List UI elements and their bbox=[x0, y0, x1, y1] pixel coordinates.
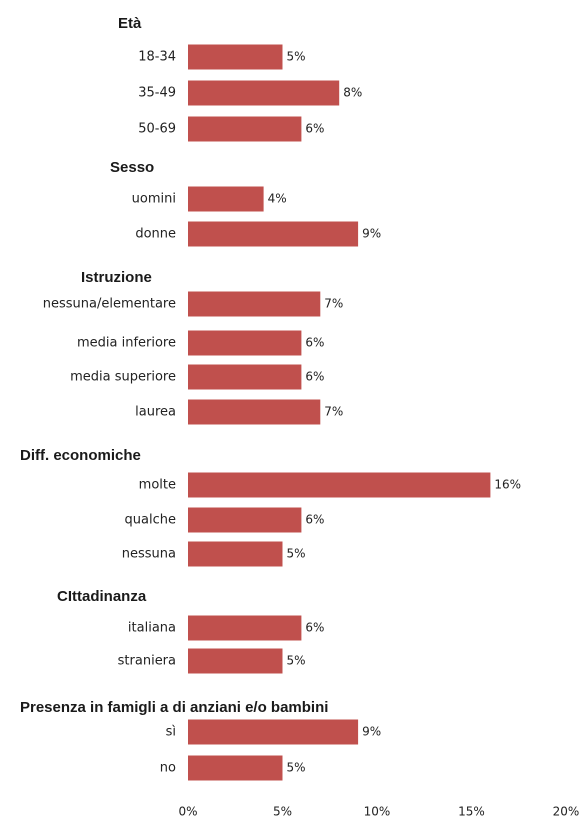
value-label: 16% bbox=[494, 478, 521, 492]
category-label: no bbox=[160, 761, 176, 776]
category-label: 50-69 bbox=[138, 122, 176, 137]
value-label: 7% bbox=[324, 405, 343, 419]
bar bbox=[188, 399, 321, 425]
category-label: media superiore bbox=[70, 370, 176, 385]
bar bbox=[188, 755, 283, 781]
bar bbox=[188, 116, 302, 142]
x-tick-label: 20% bbox=[553, 805, 580, 819]
category-label: laurea bbox=[135, 405, 176, 420]
bar bbox=[188, 186, 264, 212]
category-label: sì bbox=[166, 725, 176, 740]
value-label: 6% bbox=[305, 336, 324, 350]
group-title: Sesso bbox=[110, 159, 154, 176]
bar bbox=[188, 541, 283, 567]
bar bbox=[188, 648, 283, 674]
category-label: media inferiore bbox=[77, 336, 176, 351]
category-label: nessuna/elementare bbox=[43, 297, 176, 312]
x-axis: 0% 5% 10% 15% 20% bbox=[178, 805, 579, 819]
bar bbox=[188, 719, 359, 745]
bar bbox=[188, 44, 283, 70]
bar bbox=[188, 330, 302, 356]
x-tick-label: 10% bbox=[364, 805, 391, 819]
value-label: 6% bbox=[305, 370, 324, 384]
value-label: 8% bbox=[343, 86, 362, 100]
category-label: 18-34 bbox=[138, 50, 176, 65]
group-title: Istruzione bbox=[81, 269, 152, 286]
bar bbox=[188, 507, 302, 533]
category-label: donne bbox=[135, 227, 176, 242]
chart-marks: Età 18-34 5% 35-49 8% 50-69 6% Sesso uomini 4% don… bbox=[20, 15, 521, 781]
value-label: 5% bbox=[287, 761, 306, 775]
group-title: Presenza in famigli a di anziani e/o bam… bbox=[20, 699, 328, 716]
value-label: 6% bbox=[305, 513, 324, 527]
x-tick-label: 0% bbox=[178, 805, 197, 819]
bar bbox=[188, 291, 321, 317]
value-label: 5% bbox=[287, 50, 306, 64]
value-label: 9% bbox=[362, 725, 381, 739]
bar bbox=[188, 472, 491, 498]
value-label: 7% bbox=[324, 297, 343, 311]
value-label: 6% bbox=[305, 621, 324, 635]
category-label: nessuna bbox=[122, 547, 176, 562]
bar bbox=[188, 80, 340, 106]
x-tick-label: 5% bbox=[273, 805, 292, 819]
category-label: molte bbox=[139, 478, 176, 493]
value-label: 6% bbox=[305, 122, 324, 136]
group-title: Età bbox=[118, 15, 142, 32]
category-label: qualche bbox=[125, 513, 176, 528]
category-label: 35-49 bbox=[138, 86, 176, 101]
group-title: Diff. economiche bbox=[20, 447, 141, 464]
category-label: uomini bbox=[132, 192, 176, 207]
x-tick-label: 15% bbox=[458, 805, 485, 819]
value-label: 9% bbox=[362, 227, 381, 241]
category-label: italiana bbox=[128, 621, 176, 636]
bar bbox=[188, 615, 302, 641]
value-label: 4% bbox=[268, 192, 287, 206]
value-label: 5% bbox=[287, 654, 306, 668]
category-label: straniera bbox=[118, 654, 176, 669]
value-label: 5% bbox=[287, 547, 306, 561]
group-title: CIttadinanza bbox=[57, 588, 147, 605]
bar bbox=[188, 364, 302, 390]
bar bbox=[188, 221, 359, 247]
